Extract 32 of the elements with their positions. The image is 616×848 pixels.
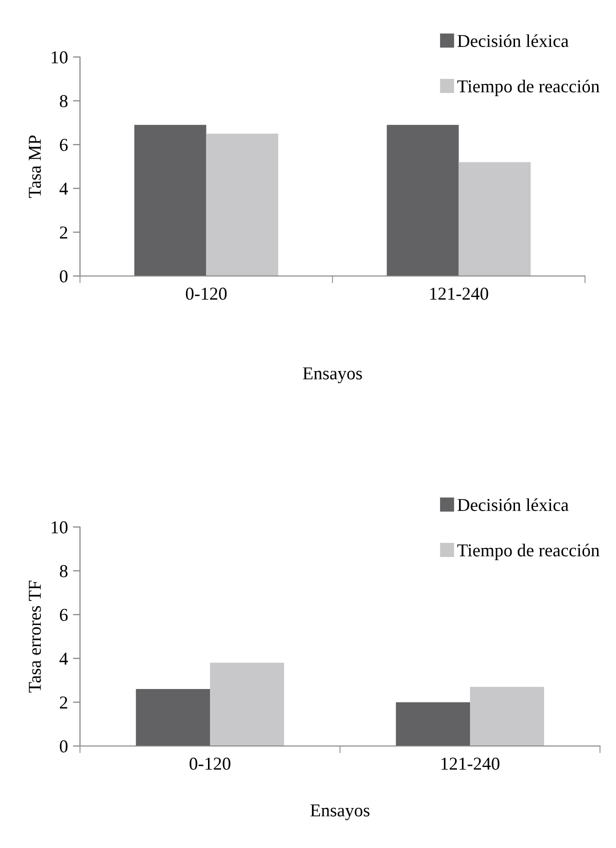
y-tick-label: 6 xyxy=(60,608,68,622)
x-tick-label: 0-120 xyxy=(190,758,230,770)
y-axis-title: Tasa MP xyxy=(28,136,41,198)
bar xyxy=(134,124,206,276)
y-tick-label: 10 xyxy=(52,521,68,534)
y-tick-label: 8 xyxy=(60,95,68,108)
y-tick-label: 10 xyxy=(52,51,68,64)
legend-label: Tiempo de reacción xyxy=(457,80,600,96)
x-tick-label: 121-240 xyxy=(430,288,488,300)
y-tick-label: 2 xyxy=(60,226,68,238)
y-tick-label: 0 xyxy=(60,740,68,752)
x-axis-title: Ensayos xyxy=(310,804,370,820)
y-tick-label: 6 xyxy=(60,138,68,152)
bar xyxy=(386,124,459,276)
legend-label: Decisión léxica xyxy=(458,34,569,48)
legend-label: Decisión léxica xyxy=(458,498,569,512)
x-tick-label: 0-120 xyxy=(186,288,227,300)
y-tick-label: 4 xyxy=(60,182,68,195)
x-tick-label: 121-240 xyxy=(442,758,500,770)
y-tick-label: 4 xyxy=(60,652,68,665)
bar xyxy=(210,662,284,746)
x-axis-title: Ensayos xyxy=(302,367,362,384)
y-tick-label: 2 xyxy=(60,696,68,708)
bar xyxy=(470,686,544,746)
legend-label: Tiempo de reacción xyxy=(457,544,600,560)
bar xyxy=(206,134,278,276)
y-tick-label: 8 xyxy=(60,565,68,578)
bar xyxy=(396,702,470,746)
bar xyxy=(458,162,531,276)
y-axis-title: Tasa errores TF xyxy=(28,580,41,693)
y-tick-label: 0 xyxy=(60,270,68,282)
bar xyxy=(136,689,210,746)
